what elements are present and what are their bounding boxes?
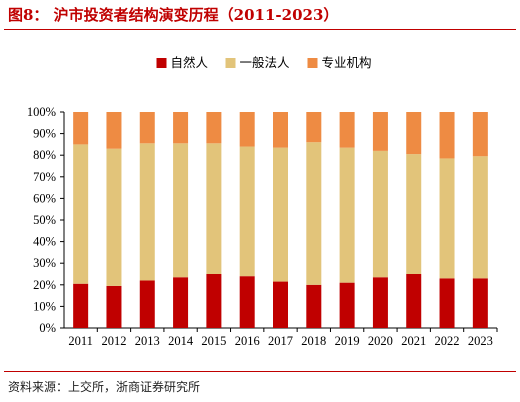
x-tick-label: 2020 bbox=[368, 334, 393, 348]
y-tick-label: 20% bbox=[33, 278, 56, 292]
bar-segment bbox=[239, 276, 255, 328]
x-tick-label: 2022 bbox=[435, 334, 460, 348]
legend-label: 一般法人 bbox=[240, 55, 291, 70]
bar-segment bbox=[273, 112, 288, 148]
x-tick-label: 2016 bbox=[235, 334, 260, 348]
x-tick-label: 2012 bbox=[101, 334, 126, 348]
bar-segment bbox=[372, 277, 388, 328]
legend-swatch bbox=[307, 58, 318, 68]
bar-segment bbox=[173, 277, 189, 328]
bar-segment bbox=[239, 112, 255, 147]
y-tick-label: 70% bbox=[33, 170, 56, 184]
bar-segment bbox=[273, 147, 288, 282]
y-tick-label: 0% bbox=[39, 321, 56, 335]
source-note: 资料来源：上交所，浙商证券研究所 bbox=[8, 380, 201, 394]
y-tick-label: 40% bbox=[33, 235, 56, 249]
bar-segment bbox=[106, 148, 122, 286]
y-tick-label: 60% bbox=[33, 191, 56, 205]
title-divider bbox=[4, 29, 516, 30]
legend-label: 专业机构 bbox=[322, 55, 372, 70]
bar-segment bbox=[472, 156, 488, 279]
bar-segment bbox=[306, 142, 322, 285]
chart-title: 图8： 沪市投资者结构演变历程（2011-2023） bbox=[8, 6, 339, 24]
bar-segment bbox=[372, 150, 388, 278]
bar-segment bbox=[139, 280, 155, 328]
y-tick-label: 10% bbox=[33, 299, 56, 313]
legend-swatch bbox=[225, 58, 236, 68]
bar-segment bbox=[206, 143, 222, 274]
x-tick-label: 2019 bbox=[335, 334, 360, 348]
bar-segment bbox=[206, 274, 222, 328]
bar-segment bbox=[139, 112, 155, 144]
bar-segment bbox=[106, 285, 122, 328]
bar-segment bbox=[239, 146, 255, 277]
source-divider bbox=[4, 371, 516, 372]
bar-segment bbox=[406, 154, 422, 274]
chart-legend: 自然人 一般法人 专业机构 bbox=[156, 55, 372, 70]
bar-segment bbox=[306, 112, 322, 143]
x-tick-label: 2021 bbox=[401, 334, 426, 348]
bar-segment bbox=[173, 112, 189, 144]
y-tick-label: 90% bbox=[33, 127, 56, 141]
chart-axes: 0% 10% 20% 30% 40% 50% 60% 70% 80% 90% 100% 2011 201… bbox=[27, 105, 498, 348]
bar-segment bbox=[173, 143, 189, 278]
bar-segment bbox=[106, 112, 122, 149]
bar-segment bbox=[406, 274, 422, 328]
bar-segment bbox=[73, 283, 89, 328]
stacked-bar-chart: 自然人 一般法人 专业机构 0% 10% 20% 30% 40% 50% 60% 70% 80% 90… bbox=[27, 55, 498, 348]
bar-segment bbox=[472, 278, 488, 328]
x-tick-label: 2013 bbox=[135, 334, 160, 348]
y-tick-label: 50% bbox=[33, 213, 56, 227]
x-tick-label: 2011 bbox=[68, 334, 93, 348]
bar-segment bbox=[73, 144, 89, 284]
y-tick-label: 80% bbox=[33, 148, 56, 162]
y-tick-label: 100% bbox=[27, 105, 56, 119]
legend-swatch bbox=[156, 58, 167, 68]
bar-segment bbox=[372, 112, 388, 151]
x-tick-label: 2017 bbox=[268, 334, 293, 348]
bar-segment bbox=[73, 112, 89, 145]
x-tick-label: 2015 bbox=[201, 334, 226, 348]
bar-segment bbox=[306, 284, 322, 328]
bar-segment bbox=[406, 112, 422, 155]
bar-segment bbox=[472, 112, 488, 157]
bar-segment bbox=[439, 112, 455, 159]
bar-segment bbox=[139, 143, 155, 281]
legend-label: 自然人 bbox=[171, 55, 209, 70]
x-tick-label: 2018 bbox=[301, 334, 326, 348]
bar-segment bbox=[206, 112, 222, 144]
bar-segment bbox=[339, 112, 355, 148]
bar-segment bbox=[439, 278, 455, 328]
chart-bars bbox=[73, 112, 488, 328]
bar-segment bbox=[339, 147, 355, 283]
bar-segment bbox=[339, 282, 355, 328]
bar-segment bbox=[439, 158, 455, 279]
x-tick-label: 2014 bbox=[168, 334, 194, 348]
x-tick-label: 2023 bbox=[468, 334, 493, 348]
y-tick-label: 30% bbox=[33, 256, 56, 270]
bar-segment bbox=[273, 281, 288, 328]
